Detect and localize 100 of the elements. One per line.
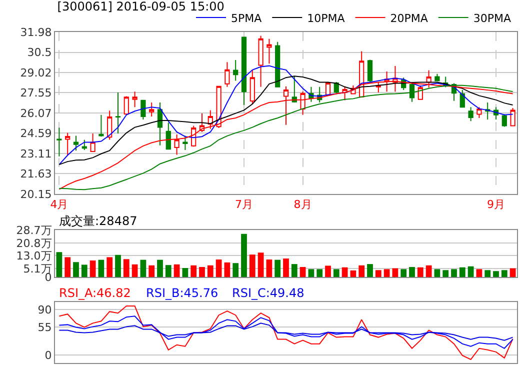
bar: [249, 254, 256, 277]
candlestick: [107, 110, 112, 140]
legend-label: 30PMA: [473, 12, 512, 25]
bar: [283, 258, 289, 277]
candlestick: [166, 122, 171, 150]
legend-label: 5PMA: [231, 12, 262, 25]
candlestick: [82, 139, 87, 151]
bar: [426, 265, 432, 277]
bar: [442, 270, 449, 277]
bar: [123, 259, 130, 277]
bar: [417, 267, 424, 277]
bar: [476, 269, 482, 277]
candlestick: [224, 62, 230, 88]
y-tick-label: 0: [44, 348, 52, 362]
series-label: RSI_A:46.82: [59, 286, 131, 300]
bar: [308, 269, 314, 277]
bar: [510, 268, 516, 277]
text: RSI_C:49.48: [232, 286, 304, 300]
y-tick-label: 90: [38, 303, 52, 316]
x-tick-label: 7月: [235, 198, 253, 212]
candlestick: [292, 76, 297, 104]
bar: [241, 234, 247, 277]
bar: [392, 268, 398, 277]
bar: [501, 270, 508, 277]
bar: [73, 262, 79, 277]
bar: [451, 269, 457, 277]
y-tick-label: 28.7万: [16, 224, 52, 237]
bar: [157, 260, 163, 277]
candlestick: [283, 86, 289, 126]
y-tick-label: 20.15: [20, 188, 52, 201]
bar: [190, 265, 197, 277]
bar: [98, 260, 104, 277]
candlestick: [367, 59, 373, 84]
y-tick-label: 29.02: [20, 66, 52, 80]
x-tick-label: 9月: [487, 198, 505, 212]
bar: [333, 269, 340, 277]
bar: [115, 254, 121, 277]
bar: [409, 267, 415, 277]
bar: [484, 270, 491, 277]
bar: [459, 267, 466, 277]
bar: [375, 270, 382, 277]
bar: [493, 271, 499, 277]
bar: [199, 267, 205, 277]
legend-label: 20PMA: [390, 12, 428, 25]
y-tick-label: 27.55: [20, 86, 52, 100]
candlestick: [73, 135, 79, 152]
candlestick: [468, 106, 474, 122]
candlestick: [275, 41, 280, 88]
candlestick: [124, 96, 129, 116]
bar: [216, 259, 222, 277]
candlestick: [476, 106, 482, 118]
bar: [132, 264, 138, 277]
bar: [400, 269, 407, 277]
bar: [468, 266, 474, 277]
y-tick-label: 13.0万: [16, 250, 52, 263]
y-tick-label: 30.5: [27, 46, 52, 60]
candlestick: [208, 110, 213, 130]
y-tick-label: 31.98: [20, 26, 52, 39]
bar: [81, 264, 88, 277]
candlestick: [502, 114, 507, 128]
y-tick-label: 20.8万: [16, 236, 52, 250]
bar: [148, 265, 155, 277]
bar: [165, 265, 172, 277]
bar: [300, 267, 306, 277]
y-tick-label: 21.63: [20, 168, 52, 181]
series-label: RSI_B:45.76: [146, 286, 218, 300]
candlestick: [182, 135, 188, 151]
candlestick: [300, 91, 306, 116]
candlestick: [342, 86, 348, 101]
y-tick-label: 24.59: [20, 127, 52, 140]
bar: [384, 269, 390, 277]
bar: [274, 260, 281, 277]
bar: [291, 264, 298, 277]
x-tick-label: 4月: [50, 198, 68, 212]
candlestick: [56, 127, 62, 157]
candlestick: [174, 134, 180, 156]
y-tick-label: 23.11: [20, 147, 52, 160]
candlestick: [250, 69, 255, 105]
bar: [358, 265, 365, 277]
bar: [56, 252, 62, 277]
candlestick: [510, 108, 516, 126]
candlestick: [65, 132, 70, 156]
candlestick: [98, 114, 104, 138]
candlestick: [216, 86, 222, 128]
candlestick: [115, 92, 121, 134]
line-series: [58, 306, 514, 360]
bar: [342, 267, 348, 277]
bar: [350, 270, 356, 277]
bar: [140, 260, 146, 277]
bar: [106, 257, 113, 277]
bar: [316, 269, 323, 277]
y-tick-label: 55: [38, 321, 52, 334]
candlestick: [266, 38, 272, 64]
y-tick-label: 26.07: [20, 106, 52, 120]
x-tick-label: 8月: [294, 198, 312, 212]
bar: [258, 252, 264, 277]
bar: [266, 259, 272, 277]
candlestick: [157, 102, 163, 146]
chart-title: [300061] 2016-09-05 15:00: [57, 0, 224, 14]
candlestick: [258, 35, 264, 88]
